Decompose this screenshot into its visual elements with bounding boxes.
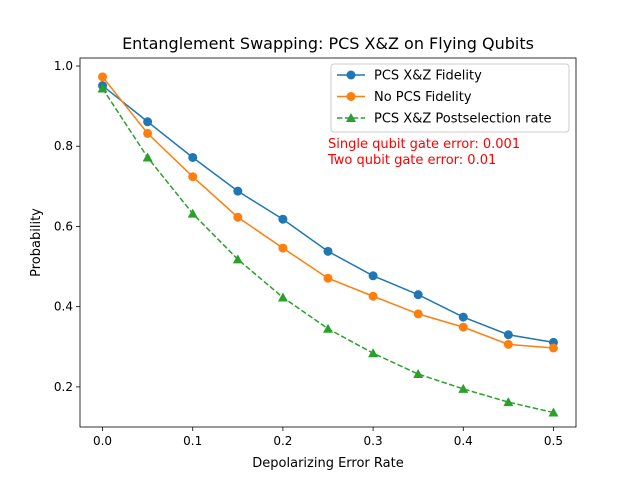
data-point — [143, 117, 153, 127]
x-tick-label: 0.4 — [454, 434, 473, 448]
legend-label: No PCS Fidelity — [374, 90, 472, 105]
legend-label: PCS X&Z Fidelity — [374, 69, 482, 84]
data-point — [233, 186, 243, 196]
axes-frame — [79, 57, 577, 428]
data-point — [368, 271, 378, 281]
data-point — [413, 309, 423, 319]
series-no-pcs-fidelity — [98, 72, 558, 353]
data-point — [233, 212, 243, 222]
annotation-single-qubit-gate-error: Single qubit gate error: 0.001 — [328, 137, 520, 152]
data-point — [98, 72, 108, 82]
data-point — [143, 128, 153, 138]
x-tick-label: 0.0 — [93, 434, 112, 448]
data-point — [188, 172, 198, 182]
chart-title: Entanglement Swapping: PCS X&Z on Flying… — [122, 34, 534, 53]
legend-entry-no-pcs-fidelity: No PCS Fidelity — [337, 90, 472, 105]
legend-entry-pcs-x-z-postselection-rate: PCS X&Z Postselection rate — [337, 112, 552, 127]
y-tick-label: 0.6 — [54, 219, 73, 233]
series-pcs-x-z-postselection-rate — [97, 83, 559, 417]
data-point — [368, 291, 378, 301]
data-point — [323, 273, 333, 283]
y-tick-label: 1.0 — [54, 59, 73, 73]
legend-marker — [346, 113, 356, 122]
data-point — [413, 290, 423, 300]
y-tick-label: 0.4 — [54, 300, 73, 314]
data-point — [187, 208, 198, 218]
x-tick-label: 0.2 — [273, 434, 292, 448]
y-axis-label: Probability — [29, 208, 44, 277]
legend-marker — [346, 92, 356, 101]
data-point — [503, 339, 513, 349]
data-point — [142, 152, 153, 162]
data-point — [368, 348, 379, 358]
legend-marker — [346, 70, 356, 80]
data-point — [503, 397, 514, 407]
plot-area — [97, 72, 559, 417]
data-point — [458, 322, 468, 332]
data-point — [548, 407, 559, 417]
x-axis-label: Depolarizing Error Rate — [252, 456, 403, 471]
annotation-two-qubit-gate-error: Two qubit gate error: 0.01 — [327, 153, 496, 168]
data-point — [323, 323, 333, 333]
data-point — [458, 312, 468, 322]
y-tick-label: 0.8 — [54, 139, 73, 153]
data-point — [413, 369, 424, 379]
x-tick-label: 0.5 — [544, 434, 563, 448]
legend: PCS X&Z Fidelity No PCS Fidelity PCS X&Z P… — [330, 63, 570, 133]
data-point — [458, 383, 469, 393]
data-point — [323, 246, 333, 256]
y-axis: 0.2 0.4 0.6 0.8 1.0 — [54, 59, 80, 394]
x-axis: 0.0 0.1 0.2 0.3 0.4 0.5 — [93, 427, 563, 448]
legend-label: PCS X&Z Postselection rate — [374, 112, 552, 127]
legend-entry-pcs-x-z-fidelity: PCS X&Z Fidelity — [337, 69, 482, 84]
data-point — [97, 83, 108, 93]
data-point — [277, 292, 288, 302]
data-point — [232, 254, 243, 264]
data-point — [548, 343, 558, 353]
data-point — [188, 152, 198, 162]
data-point — [503, 330, 513, 340]
x-tick-label: 0.3 — [364, 434, 383, 448]
data-point — [278, 214, 288, 224]
data-point — [278, 243, 288, 253]
legend-box — [330, 63, 570, 133]
x-tick-label: 0.1 — [183, 434, 202, 448]
y-tick-label: 0.2 — [54, 380, 73, 394]
